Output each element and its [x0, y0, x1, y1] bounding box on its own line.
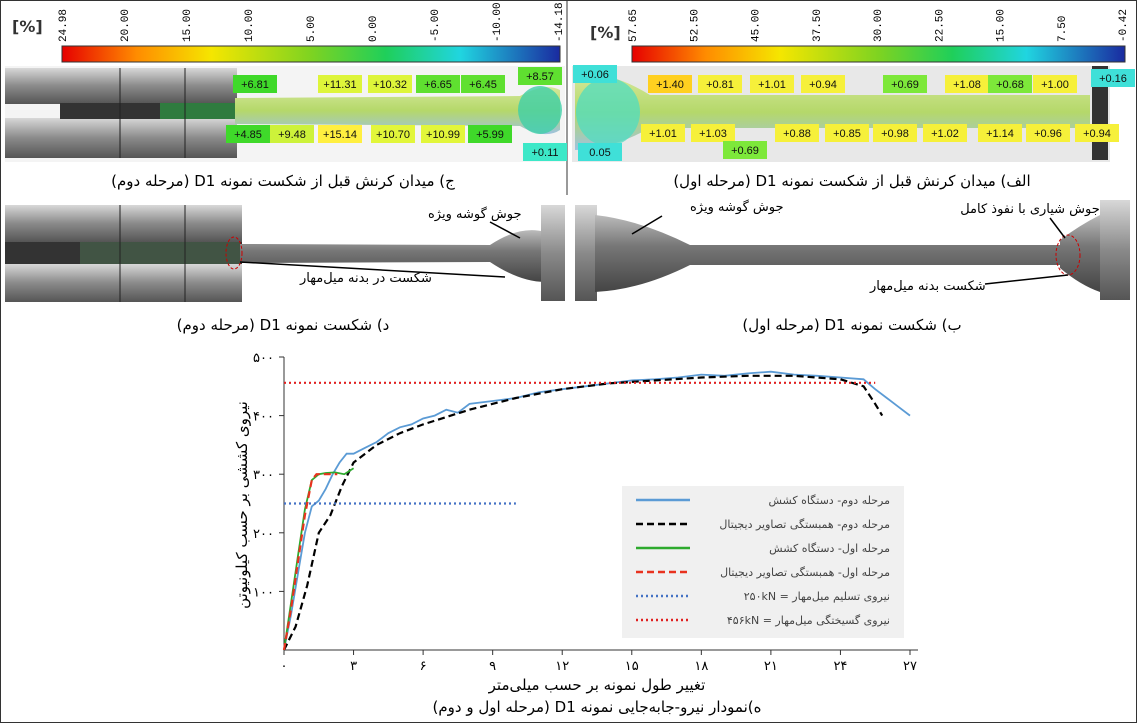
strain-label: +5.99 — [476, 129, 504, 141]
caption: الف) میدان کرنش قبل از شکست نمونه D1 (مر… — [673, 172, 1030, 190]
legend-label: مرحله دوم- همبستگی تصاویر دیجیتال — [719, 518, 890, 531]
annotation-arrow — [985, 275, 1068, 284]
y-axis-title: نیروی کششی بر حسب کیلونیوتن — [233, 401, 251, 609]
colorbar-tick-label: 15.00 — [996, 9, 1008, 42]
colorbar-tick-label: -14.18 — [554, 2, 566, 42]
colorbar-tick-label: 10.00 — [244, 9, 256, 42]
strain-label: +15.14 — [323, 129, 357, 141]
colorbar — [62, 46, 560, 62]
x-tick-label: ۹ — [489, 659, 496, 674]
annotation: شکست در بدنه میل‌مهار — [299, 271, 432, 286]
caption: ج) میدان کرنش قبل از شکست نمونه D1 (مرحل… — [111, 172, 455, 191]
strain-label: +0.69 — [891, 79, 919, 91]
series-line — [284, 468, 354, 650]
series-line — [284, 474, 337, 650]
strain-label: +0.94 — [1083, 128, 1111, 140]
colorbar-tick-label: -5.00 — [430, 9, 442, 42]
legend-label: نیروی تسلیم میل‌مهار = ۲۵۰kN — [744, 590, 890, 603]
strain-label: +1.01 — [758, 79, 786, 91]
colorbar-tick-label: 7.50 — [1057, 16, 1069, 42]
colorbar-tick-label: 20.00 — [120, 9, 132, 42]
colorbar-tick-label: 57.65 — [628, 9, 640, 42]
x-tick-label: ۰ — [281, 659, 288, 674]
colorbar-tick-label: 15.00 — [182, 9, 194, 42]
unit: [%] — [12, 17, 43, 36]
strain-label: +0.94 — [809, 79, 837, 91]
legend-label: مرحله دوم- دستگاه کشش — [769, 494, 891, 507]
strain-label: 0.05 — [589, 147, 610, 159]
colorbar-tick-label: 24.98 — [58, 9, 70, 42]
x-tick-label: ۲۴ — [833, 659, 847, 674]
x-tick-label: ۱۸ — [694, 659, 708, 674]
y-tick-label: ۱۰۰ — [253, 585, 274, 600]
strain-label: +0.98 — [881, 128, 909, 140]
x-tick-label: ۲۷ — [903, 659, 917, 674]
caption: د) شکست نمونه D1 (مرحله دوم) — [177, 316, 390, 334]
strain-label: +1.08 — [953, 79, 981, 91]
legend-label: مرحله اول- همبستگی تصاویر دیجیتال — [720, 566, 890, 579]
annotation: جوش گوشه ویژه — [690, 199, 784, 215]
chart-caption: ه)نمودار نیرو-جابه‌جایی نمونه D1 (مرحله … — [433, 698, 762, 716]
colorbar-tick-label: 0.00 — [368, 16, 380, 42]
strain-label: +0.16 — [1099, 73, 1127, 85]
x-tick-label: ۳ — [350, 659, 357, 674]
colorbar-tick-label: 30.00 — [873, 9, 885, 42]
colorbar-tick-label: -10.00 — [492, 2, 504, 42]
strain-label: +6.81 — [241, 79, 269, 91]
caption: ب) شکست نمونه D1 (مرحله اول) — [742, 316, 961, 334]
strain-label: +9.48 — [278, 129, 306, 141]
strain-label: +10.70 — [376, 129, 410, 141]
strain-label: +0.06 — [581, 69, 609, 81]
strain-label: +0.81 — [706, 79, 734, 91]
colorbar-tick-label: 22.50 — [934, 9, 946, 42]
strain-label: +0.85 — [833, 128, 861, 140]
y-tick-label: ۴۰۰ — [253, 410, 274, 425]
figure: [%] [%] 24.98 20.00 15.00 10.00 5.00 0.00 -5.0… — [0, 0, 1137, 723]
strain-label: +0.11 — [531, 147, 558, 159]
annotation-arrow — [490, 222, 520, 238]
y-tick-label: ۵۰۰ — [253, 351, 274, 366]
annotation: جوش شیاری با نفوذ کامل — [960, 202, 1100, 217]
colorbar — [632, 46, 1125, 62]
strain-label: +8.57 — [526, 71, 554, 83]
strain-label: +0.96 — [1034, 128, 1062, 140]
strain-label: +1.01 — [649, 128, 677, 140]
strain-label: +1.02 — [931, 128, 959, 140]
strain-label: +1.03 — [699, 128, 727, 140]
strain-label: +0.68 — [996, 79, 1024, 91]
strain-label: +4.85 — [234, 129, 262, 141]
strain-label: +6.65 — [424, 79, 452, 91]
x-tick-label: ۶ — [420, 659, 427, 674]
y-tick-label: ۳۰۰ — [253, 468, 274, 483]
x-axis-title: تغییر طول نمونه بر حسب میلی‌متر — [488, 676, 706, 694]
strain-label: +1.00 — [1041, 79, 1069, 91]
colorbar-tick-label: 45.00 — [751, 9, 763, 42]
strain-label: +10.99 — [426, 129, 460, 141]
annotation: شکست بدنه میل‌مهار — [869, 279, 986, 294]
colorbar-tick-label: 5.00 — [306, 16, 318, 42]
colorbar-tick-label: -0.42 — [1118, 9, 1130, 42]
unit: [%] — [590, 23, 621, 42]
strain-label: +6.45 — [469, 79, 497, 91]
annotation-arrow — [1050, 218, 1065, 238]
legend-label: مرحله اول- دستگاه کشش — [769, 542, 890, 555]
x-tick-label: ۱۵ — [625, 659, 639, 674]
x-tick-label: ۲۱ — [764, 659, 778, 674]
annotation: جوش گوشه ویژه — [428, 206, 522, 222]
strain-label: +10.32 — [373, 79, 407, 91]
strain-label: +1.40 — [656, 79, 684, 91]
strain-label: +0.88 — [783, 128, 811, 140]
y-tick-label: ۲۰۰ — [253, 527, 274, 542]
legend-label: نیروی گسیختگی میل‌مهار = ۴۵۶kN — [727, 614, 890, 627]
strain-label: +0.69 — [731, 145, 759, 157]
strain-label: +1.14 — [986, 128, 1014, 140]
x-tick-label: ۱۲ — [555, 659, 569, 674]
strain-label: +11.31 — [323, 79, 356, 91]
colorbar-tick-label: 37.50 — [812, 9, 824, 42]
colorbar-tick-label: 52.50 — [689, 9, 701, 42]
